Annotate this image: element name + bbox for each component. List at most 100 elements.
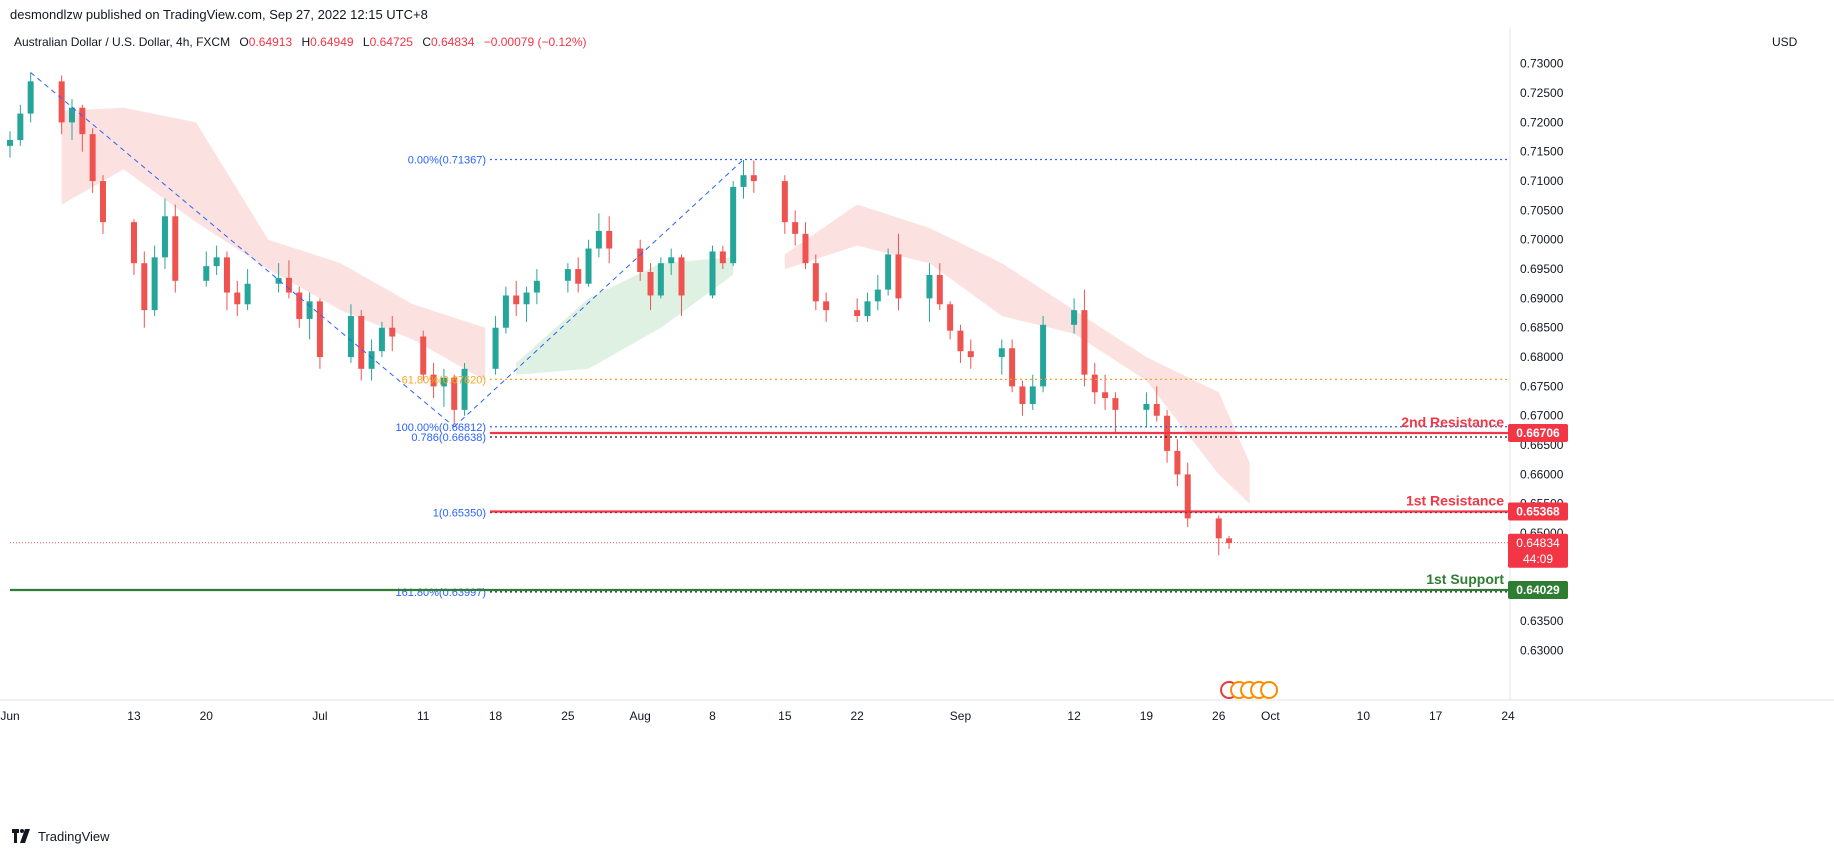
y-tick-label: 0.71000	[1520, 174, 1564, 188]
candle-body	[1091, 374, 1098, 393]
candle-body	[378, 327, 385, 352]
candle-body	[58, 81, 65, 123]
cloud-segment-red	[784, 204, 1250, 504]
x-tick-label: Aug	[630, 709, 651, 723]
candle-body	[275, 277, 282, 284]
candle-body	[657, 263, 664, 296]
candle-body	[885, 254, 892, 290]
x-tick-label: 20	[200, 709, 214, 723]
x-tick-label: 8	[709, 709, 716, 723]
y-tick-label: 0.70500	[1520, 203, 1564, 217]
candle-body	[564, 269, 571, 281]
candle-body	[740, 175, 747, 187]
sr-level-name: 1st Support	[1426, 571, 1504, 587]
candle-body	[606, 230, 613, 249]
fib-extension-trendline	[30, 72, 455, 428]
y-tick-label: 0.72000	[1520, 115, 1564, 129]
y-tick-label: 0.63000	[1520, 643, 1564, 657]
candle-body	[926, 274, 933, 299]
candle-body	[575, 269, 582, 284]
candle-body	[389, 327, 396, 337]
currency-label: USD	[1772, 35, 1798, 49]
price-tag-text: 0.66706	[1516, 426, 1560, 440]
footer: TradingView	[10, 826, 110, 846]
sr-level-name: 2nd Resistance	[1401, 414, 1504, 430]
price-tag-bg	[1508, 423, 1568, 442]
x-tick-label: 10	[1357, 709, 1371, 723]
bar-countdown: 44:09	[1523, 552, 1553, 566]
candle-body	[223, 257, 230, 293]
x-tick-label: 11	[417, 709, 430, 723]
fib-retracement-label: 100.00%(0.66812)	[395, 422, 486, 434]
publisher-line: desmondlzw published on TradingView.com,…	[10, 7, 428, 22]
x-tick-label: 22	[850, 709, 864, 723]
candle-body	[234, 292, 241, 305]
candle-body	[750, 175, 757, 182]
candle-body	[823, 301, 830, 311]
ichimoku-cloud	[61, 107, 1250, 504]
low-value: 0.64725	[369, 35, 413, 49]
y-tick-label: 0.71500	[1520, 145, 1564, 159]
x-tick-label: 17	[1429, 709, 1443, 723]
symbol-name[interactable]: Australian Dollar / U.S. Dollar, 4h, FXC…	[14, 35, 231, 49]
candle-body	[812, 263, 819, 302]
candle-body	[647, 272, 654, 296]
x-tick-label: 18	[489, 709, 503, 723]
candle-body	[89, 134, 96, 182]
y-tick-label: 0.66000	[1520, 467, 1564, 481]
high-label: H	[301, 35, 311, 49]
candle-body	[99, 181, 106, 223]
y-tick-label: 0.68500	[1520, 321, 1564, 335]
candle-body	[730, 186, 737, 264]
candle-body	[595, 230, 602, 249]
low-label: L	[362, 35, 370, 49]
fib-retracement-trendline	[453, 159, 744, 428]
y-tick-label: 0.73000	[1520, 57, 1564, 71]
last-price-value: 0.64834	[1516, 536, 1560, 550]
x-tick-label: 19	[1140, 709, 1154, 723]
change-value: −0.00079 (−0.12%)	[483, 35, 587, 49]
candle-body	[668, 257, 675, 264]
candle-body	[451, 377, 458, 410]
x-tick-label: 15	[778, 709, 792, 723]
cloud-segment-red	[61, 107, 486, 381]
candle-body	[936, 274, 943, 305]
x-tick-label: Oct	[1261, 709, 1280, 723]
candle-body	[1143, 404, 1150, 410]
candle-body	[1226, 538, 1233, 544]
symbol-legend[interactable]: Australian Dollar / U.S. Dollar, 4h, FXC…	[14, 35, 586, 49]
y-tick-label: 0.68000	[1520, 350, 1564, 364]
candle-body	[874, 289, 881, 302]
candle-body	[130, 222, 137, 264]
candle-body	[7, 140, 13, 146]
fib-retracement-label: 61.80%(0.67620)	[402, 374, 486, 386]
candle-body	[957, 330, 964, 352]
candle-body	[358, 316, 365, 369]
candle-body	[792, 222, 799, 234]
x-tick-label: 13	[127, 709, 141, 723]
candle-body	[523, 292, 530, 305]
candle-body	[461, 368, 468, 410]
chart-axes: 0.73000 0.72500 0.72000 0.71500 0.71000 0.705…	[0, 28, 1834, 723]
candle-body	[285, 277, 292, 293]
y-tick-label: 0.63500	[1520, 614, 1564, 628]
candle-body	[781, 181, 788, 223]
cloud-segment-green	[516, 257, 734, 375]
candle-body	[161, 216, 168, 258]
open-label: O	[239, 35, 249, 49]
candle-body	[895, 254, 902, 299]
candle-body	[368, 351, 375, 369]
y-tick-label: 0.70000	[1520, 233, 1564, 247]
candle-body	[440, 377, 447, 387]
x-tick-label: 26	[1212, 709, 1226, 723]
price-tag-bg	[1508, 581, 1568, 600]
last-price-tag-bg	[1508, 533, 1568, 568]
candle-body	[172, 216, 179, 281]
top-bar: desmondlzw published on TradingView.com,…	[0, 0, 1834, 28]
fib-extension-label: 1(0.65350)	[433, 508, 486, 520]
candle-body	[68, 107, 75, 123]
x-tick-label: Sep	[950, 709, 972, 723]
candle-body	[141, 263, 148, 311]
candle-body	[79, 107, 86, 135]
